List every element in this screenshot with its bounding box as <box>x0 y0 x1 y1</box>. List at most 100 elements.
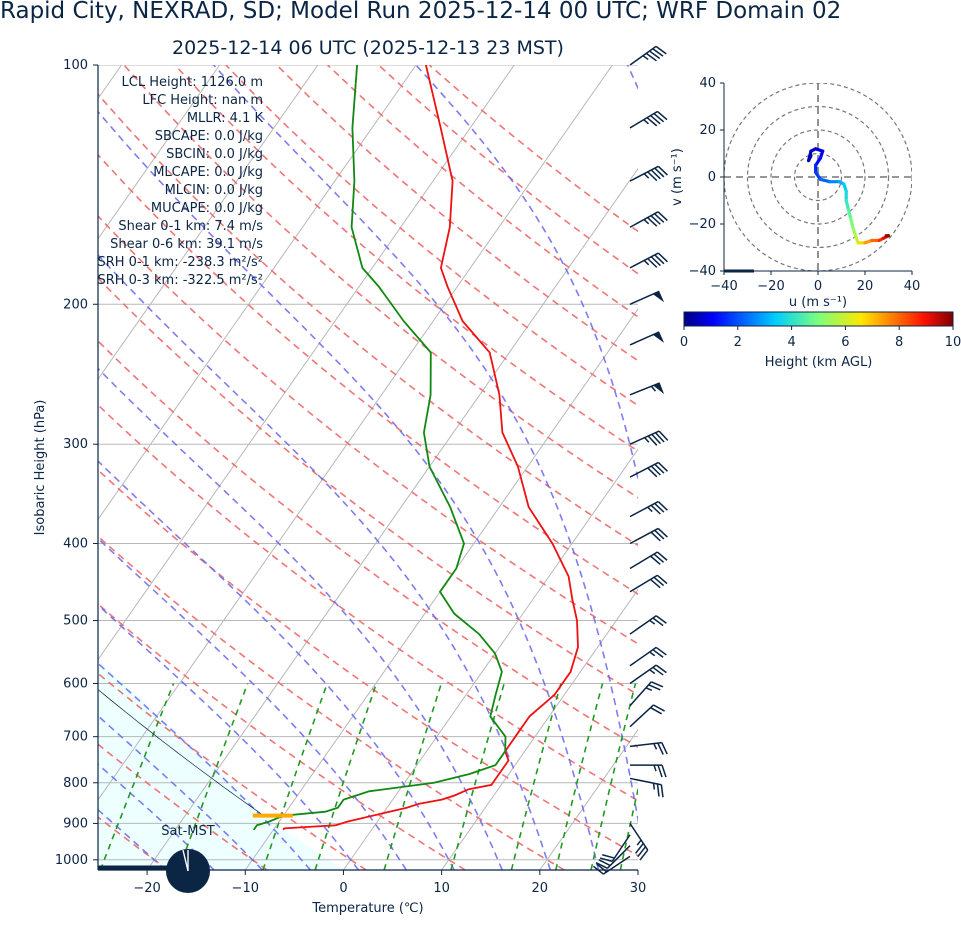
y-tick-label: 900 <box>63 816 88 831</box>
mixing-ratio-line <box>99 683 175 870</box>
x-tick-label: −10 <box>232 881 259 896</box>
isotherm <box>98 65 515 661</box>
dewpoint-profile <box>252 65 507 831</box>
wind-barb-half <box>644 437 650 443</box>
hodograph-y-tick-label: 20 <box>699 123 716 138</box>
hodograph-x-tick-label: 40 <box>904 279 921 294</box>
wind-barb-staff <box>611 834 631 862</box>
wind-barb <box>592 855 631 875</box>
wind-barb <box>629 252 668 269</box>
stat-line: Shear 0-1 km: 7.4 m/s <box>118 219 263 234</box>
stat-line: SBCIN: 0.0 J/kg <box>166 147 263 162</box>
colorbar-tick-label: 6 <box>841 335 849 350</box>
isotherm <box>244 308 638 870</box>
temperature-profile <box>282 65 579 831</box>
y-tick-label: 200 <box>63 297 88 312</box>
wind-barb-half <box>647 506 653 513</box>
wind-barb-full <box>650 681 664 688</box>
wind-barb-full <box>648 684 661 691</box>
wind-barb-full <box>656 783 660 797</box>
wind-barb-full <box>650 531 661 542</box>
x-tick-label: 0 <box>339 881 347 896</box>
wind-barb-full <box>651 433 662 445</box>
wind-barb-half <box>643 259 650 266</box>
stat-line: Shear 0-6 km: 39.1 m/s <box>110 237 263 252</box>
skewt-plot-area <box>98 65 638 870</box>
wind-barb-staff <box>629 500 659 518</box>
wind-barbs <box>592 45 669 875</box>
colorbar-tick-label: 0 <box>680 335 688 350</box>
hodograph-segment <box>806 149 813 163</box>
hodograph-y-tick-label: 40 <box>699 76 716 91</box>
wind-barb-full <box>655 615 667 624</box>
dry-adiabat <box>98 214 638 645</box>
wind-barb-full <box>654 529 665 540</box>
y-tick-label: 300 <box>63 437 88 452</box>
wind-barb <box>629 290 665 305</box>
wind-barb <box>629 45 667 66</box>
wind-barb-full <box>656 110 668 121</box>
wind-barb-staff <box>629 741 662 748</box>
wind-barb <box>629 704 665 728</box>
wind-barb <box>629 681 664 707</box>
hodograph-x-tick-label: 20 <box>857 279 874 294</box>
wind-barb-full <box>650 504 661 515</box>
wind-barb-half <box>642 55 649 61</box>
hodograph-plot-area <box>724 83 912 271</box>
x-tick-label: 20 <box>532 881 549 896</box>
wind-barb-full <box>655 664 667 674</box>
hodograph-ring <box>770 129 866 225</box>
y-tick-label: 700 <box>63 730 88 745</box>
wind-barb-staff <box>629 777 662 786</box>
wind-barb-full <box>652 617 664 627</box>
wind-barb-full <box>599 857 613 863</box>
dry-adiabat <box>123 65 638 499</box>
hodograph: −40 −20 0 20 40 −40 −20 0 20 40 u (m s⁻¹) v (m s⁻¹) <box>670 76 920 310</box>
wind-barb-full <box>656 574 668 585</box>
wind-barb-full <box>654 254 665 265</box>
isotherm <box>98 65 613 801</box>
wind-barb <box>629 500 668 518</box>
wind-barb <box>629 615 667 635</box>
wind-barb-full <box>647 467 658 478</box>
y-axis-label: Isobaric Height (hPa) <box>33 400 48 536</box>
wind-barb-full <box>653 576 665 587</box>
wind-barb-full <box>650 115 661 125</box>
hodograph-x-tick-label: −20 <box>757 279 784 294</box>
wind-barb-full <box>657 461 669 472</box>
isotherm <box>637 869 638 870</box>
colorbar-tick-label: 10 <box>945 335 961 350</box>
wind-barb-full <box>647 435 658 446</box>
wind-barb-staff <box>629 704 655 728</box>
wind-barb-full <box>602 853 615 859</box>
wind-barb-staff <box>629 211 659 228</box>
wind-barb <box>629 165 668 182</box>
dry-adiabat <box>98 403 638 802</box>
mixing-ratio-line <box>619 786 638 870</box>
wind-barb-full <box>657 211 668 221</box>
wind-barb <box>629 110 668 129</box>
dry-adiabat <box>225 65 638 407</box>
wind-barb-staff <box>629 615 657 635</box>
wind-barb <box>629 551 668 570</box>
hodograph-y-label: v (m s⁻¹) <box>670 148 685 206</box>
wind-barb-full <box>654 463 665 474</box>
wind-barb-full <box>658 430 669 441</box>
y-tick-label: 400 <box>63 537 88 552</box>
dry-adiabat <box>98 339 638 748</box>
stat-line: LFC Height: nan m <box>142 93 263 108</box>
wind-barb <box>599 834 631 863</box>
wind-barb-staff <box>629 646 657 667</box>
wind-barb-full <box>647 217 658 227</box>
wind-barb-staff <box>629 527 659 545</box>
wind-barb-full <box>657 742 664 755</box>
dry-adiabat <box>327 65 638 318</box>
wind-barb <box>629 430 669 446</box>
moist-adiabat <box>98 253 552 870</box>
stat-line: MLCIN: 0.0 J/kg <box>165 183 263 198</box>
moist-adiabat <box>98 367 503 870</box>
wind-barb-full <box>598 859 611 867</box>
hodograph-ring <box>793 152 843 202</box>
y-tick-label: 500 <box>63 614 88 629</box>
